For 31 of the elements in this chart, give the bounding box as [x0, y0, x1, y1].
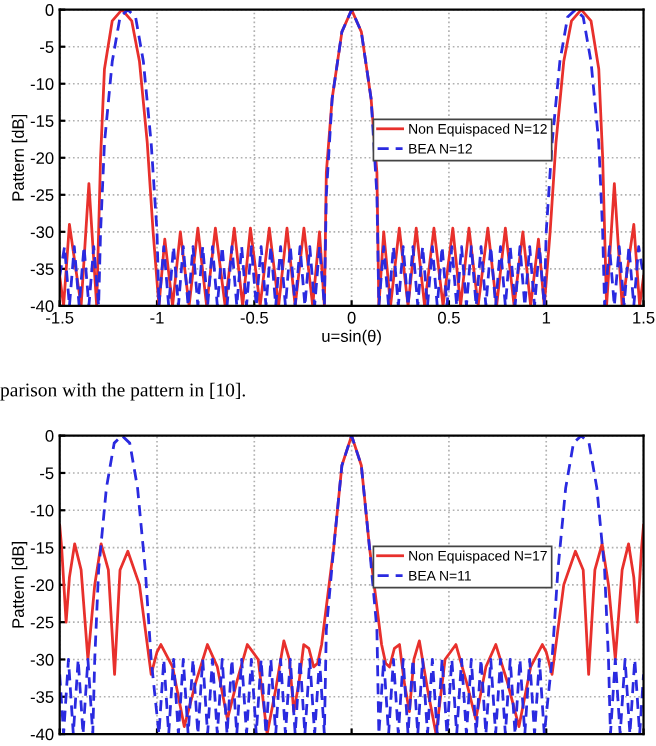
y-tick-label: -35	[30, 691, 54, 703]
x-tick-label: -0.5	[240, 311, 268, 324]
y-tick-label: -15	[30, 115, 54, 127]
y-tick-label: -35	[30, 263, 54, 276]
x-axis-title: u=sin(θ)	[322, 329, 381, 346]
line-series	[59, 435, 644, 735]
y-tick-label: -20	[30, 579, 54, 592]
y-axis-title: Pattern [dB]	[11, 542, 28, 628]
y-tick-label: -10	[30, 78, 54, 90]
y-tick-label: 0	[45, 430, 54, 442]
y-tick-label: 0	[45, 4, 54, 16]
y-tick-label: -15	[30, 542, 54, 554]
x-tick-label: 0	[347, 311, 356, 324]
y-tick-label: -5	[40, 467, 54, 480]
y-tick-label: -40	[30, 300, 54, 313]
text: parison with the pattern in [10].	[0, 382, 245, 401]
x-tick-label: -1.5	[46, 312, 74, 324]
y-tick-label: -20	[30, 152, 54, 164]
y-tick-label: -40	[30, 728, 54, 741]
y-tick-label: -10	[30, 504, 54, 517]
x-tick-label: 0.5	[437, 311, 460, 324]
y-tick-label: -25	[30, 189, 54, 201]
x-tick-label: 1	[542, 312, 551, 324]
x-tick-label: 1.5	[633, 312, 655, 324]
y-tick-label: -30	[30, 653, 54, 666]
line-series	[59, 9, 644, 306]
y-tick-label: -30	[30, 226, 54, 239]
x-tick-label: -1	[150, 312, 164, 324]
y-axis-title: Pattern [dB]	[11, 114, 28, 201]
y-tick-label: -25	[30, 616, 54, 629]
y-tick-label: -5	[40, 41, 54, 53]
